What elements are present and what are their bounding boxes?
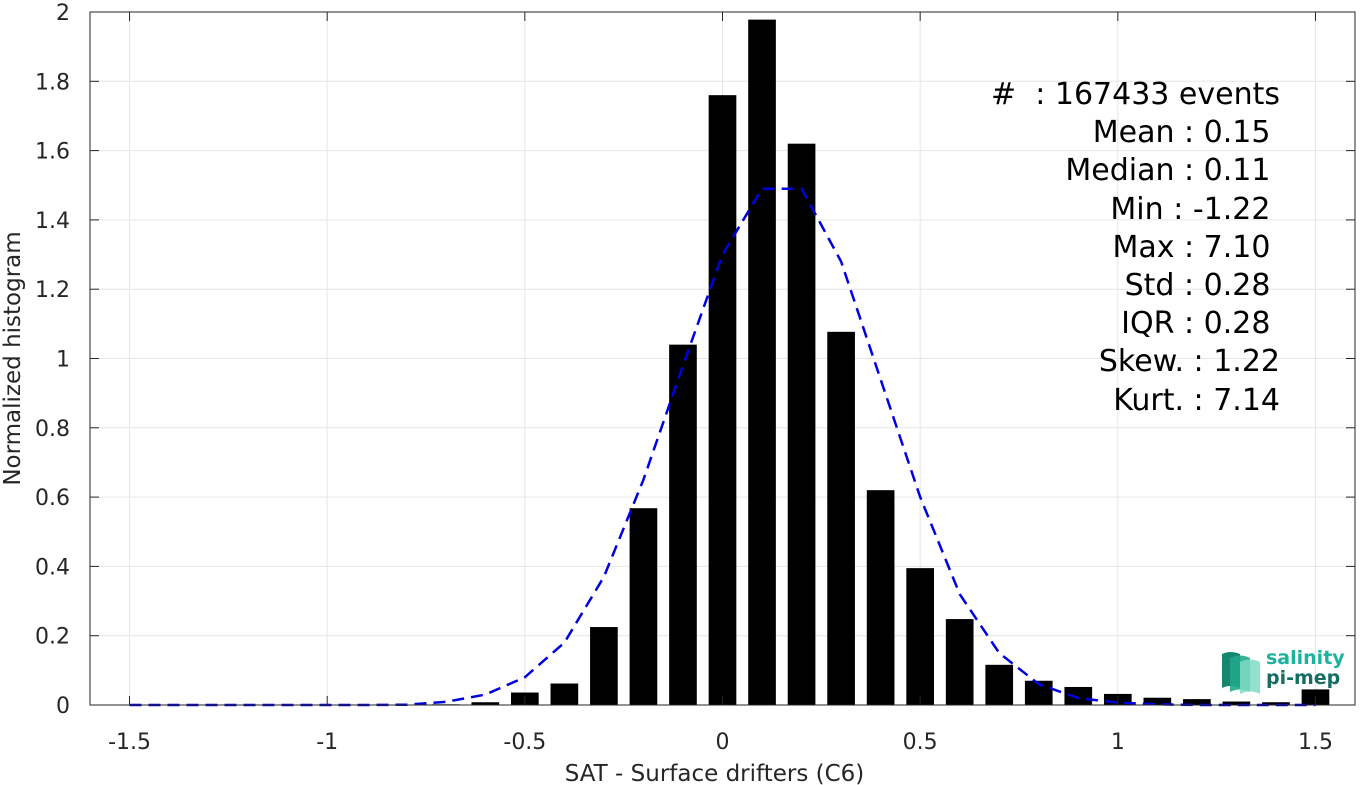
histogram-bar [787,143,816,706]
histogram-bar [1143,697,1172,705]
histogram-bar [1064,686,1093,705]
x-tick-label: 1.5 [1298,730,1333,755]
logo-line-1: salinity [1266,647,1345,669]
y-tick-label: 1.6 [35,140,70,165]
y-tick-label: 1 [56,348,70,373]
histogram-bar [471,702,500,705]
stat-std: Std : 0.28 [1124,267,1280,303]
histogram-bar [1183,699,1211,705]
salinity-pimep-logo: salinity pi-mep [1218,646,1348,696]
histogram-bar [985,664,1014,705]
statistics-panel: # : 167433 events Mean : 0.15 Median : 0… [900,76,1280,420]
histogram-bar [590,627,618,705]
histogram-bar [906,568,934,705]
x-tick-label: -1 [316,730,338,755]
histogram-bar [827,331,855,705]
y-tick-label: 0.4 [35,555,70,580]
histogram-bar [669,344,697,705]
stat-count: # : 167433 events [991,77,1280,112]
x-tick-label: 0 [716,730,730,755]
y-tick-label: 0 [56,694,70,719]
x-axis-label: SAT - Surface drifters (C6) [565,761,865,785]
stat-iqr: IQR : 0.28 [1121,306,1280,342]
y-axis-label: Normalized histogram [0,231,26,485]
y-tick-label: 2 [56,1,70,26]
y-tick-label: 1.2 [35,278,70,303]
logo-text: salinity pi-mep [1266,648,1345,688]
x-tick-label: -0.5 [503,730,546,755]
histogram-bar [748,19,776,706]
histogram-bar [629,508,658,705]
histogram-bar [945,619,974,705]
histogram-bar [1222,701,1251,705]
histogram-bar [550,683,579,705]
stat-skew: Skew. : 1.22 [1098,344,1280,380]
stat-kurt: Kurt. : 7.14 [1113,382,1280,418]
axis-ticks: -1.5 -1 -0.5 0 0.5 1 1.5 0 0.2 0.4 0.6 0.8 1 1.2 1.4 1.… [35,1,1355,755]
histogram-bar [708,95,737,705]
y-tick-label: 1.4 [35,209,70,234]
y-tick-label: 0.8 [35,417,70,442]
stat-max: Max : 7.10 [1112,229,1280,265]
stat-mean: Mean : 0.15 [1092,115,1280,151]
logo-mark-icon [1222,652,1260,694]
histogram-bar [866,490,895,705]
y-tick-label: 1.8 [35,70,70,95]
x-tick-label: -1.5 [108,730,151,755]
stat-min: Min : -1.22 [1110,191,1280,227]
logo-line-2: pi-mep [1266,667,1341,689]
y-tick-label: 0.2 [35,625,70,650]
histogram-bar [1262,702,1290,705]
y-tick-label: 0.6 [35,486,70,511]
stat-median: Median : 0.11 [1065,153,1280,189]
x-tick-label: 1 [1111,730,1125,755]
x-tick-label: 0.5 [903,730,938,755]
